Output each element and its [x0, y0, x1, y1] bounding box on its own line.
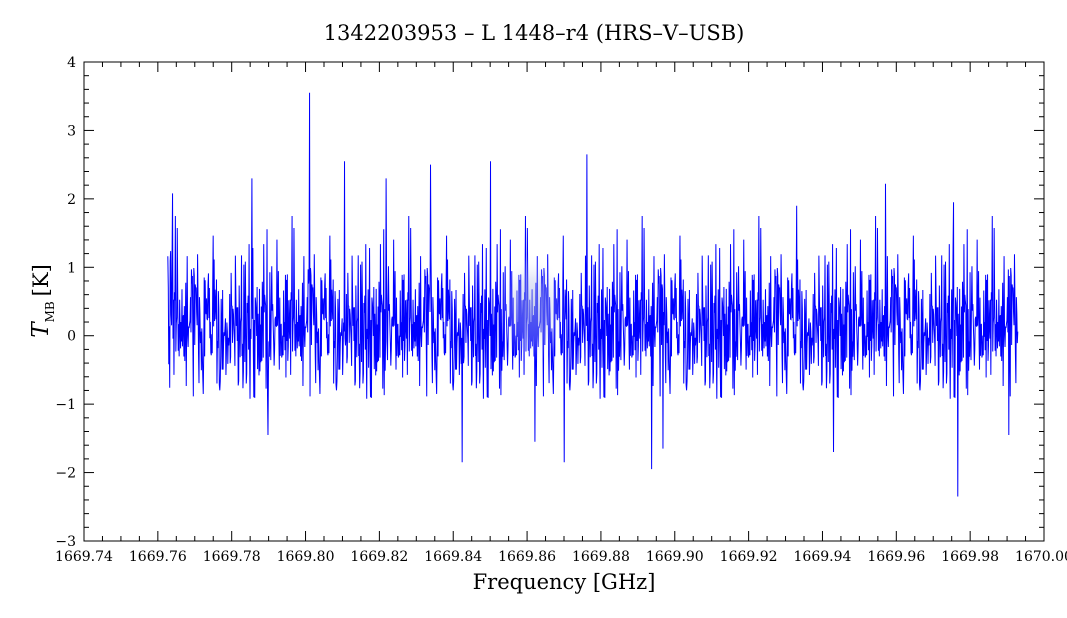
- x-tick-label: 1669.78: [203, 549, 261, 565]
- y-tick-label: 3: [67, 123, 76, 139]
- x-tick-label: 1669.74: [55, 549, 113, 565]
- x-tick-label: 1669.84: [424, 549, 482, 565]
- x-tick-label: 1670.00: [1015, 549, 1067, 565]
- y-axis-unit: [K]: [29, 264, 53, 296]
- x-tick-label: 1669.76: [129, 549, 187, 565]
- y-axis-ticks: 4 3 2 1 0 −1 −2 −3: [55, 55, 1044, 550]
- x-axis-label: Frequency [GHz]: [473, 570, 656, 594]
- y-axis-label: TMB [K]: [28, 264, 57, 338]
- y-tick-label: 1: [67, 260, 76, 276]
- highlight-blob: [498, 254, 566, 362]
- y-tick-label: −3: [55, 534, 76, 550]
- x-tick-label: 1669.90: [646, 549, 704, 565]
- y-tick-label: 4: [67, 55, 76, 71]
- x-tick-label: 1669.94: [794, 549, 852, 565]
- x-tick-label: 1669.88: [572, 549, 630, 565]
- spectrum-line: [167, 92, 1019, 497]
- x-tick-label: 1669.80: [277, 549, 335, 565]
- plot-area: [167, 92, 1019, 497]
- x-axis-ticks: 1669.74 1669.76 1669.78 1669.80 1669.82 1669.…: [55, 62, 1067, 565]
- chart-title: 1342203953 – L 1448–r4 (HRS–V–USB): [324, 21, 745, 45]
- x-tick-label: 1669.98: [941, 549, 999, 565]
- y-tick-label: 0: [67, 329, 76, 345]
- y-tick-label: −1: [55, 397, 76, 413]
- x-tick-label: 1669.82: [350, 549, 408, 565]
- y-tick-label: −2: [55, 466, 76, 482]
- x-tick-label: 1669.92: [720, 549, 778, 565]
- y-axis-symbol: T: [28, 321, 54, 338]
- y-tick-label: 2: [67, 192, 76, 208]
- x-tick-label: 1669.86: [498, 549, 556, 565]
- x-tick-label: 1669.96: [867, 549, 925, 565]
- y-axis-subscript: MB: [43, 301, 57, 322]
